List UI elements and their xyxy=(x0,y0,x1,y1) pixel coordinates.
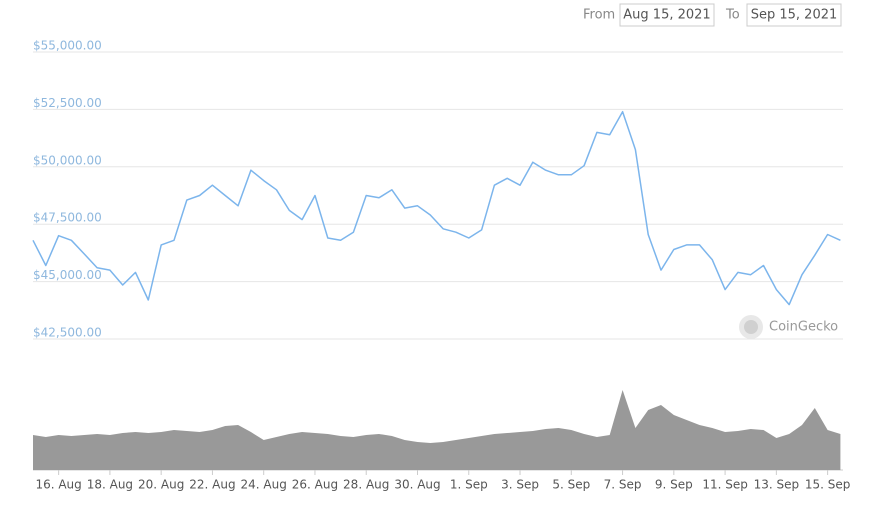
to-input[interactable] xyxy=(746,3,842,27)
x-tick-label: 11. Sep xyxy=(702,478,748,492)
y-tick-label: $50,000.00 xyxy=(33,153,102,167)
x-tick-label: 20. Aug xyxy=(138,478,184,492)
x-tick-label: 7. Sep xyxy=(604,478,642,492)
volume-area xyxy=(33,390,841,470)
x-tick-label: 9. Sep xyxy=(655,478,693,492)
to-value[interactable]: Sep 15, 2021 xyxy=(751,8,838,23)
x-tick-label: 1. Sep xyxy=(450,478,488,492)
price-line xyxy=(32,110,841,306)
from-label: From xyxy=(583,8,615,23)
y-tick-label: $47,500.00 xyxy=(33,211,102,225)
from-value[interactable]: Aug 15, 2021 xyxy=(623,8,710,23)
y-tick-label: $55,000.00 xyxy=(33,39,102,53)
x-tick-label: 18. Aug xyxy=(87,478,133,492)
y-tick-label: $52,500.00 xyxy=(33,96,102,110)
y-tick-label: $45,000.00 xyxy=(33,268,102,282)
to-label: To xyxy=(725,8,740,23)
x-tick-label: 28. Aug xyxy=(343,478,389,492)
x-tick-label: 22. Aug xyxy=(189,478,235,492)
watermark: CoinGecko xyxy=(769,320,838,335)
x-tick-label: 3. Sep xyxy=(501,478,539,492)
watermark-logo xyxy=(739,315,763,339)
x-tick-label: 5. Sep xyxy=(552,478,590,492)
x-tick-label: 16. Aug xyxy=(35,478,81,492)
x-tick-label: 24. Aug xyxy=(241,478,287,492)
x-tick-label: 26. Aug xyxy=(292,478,338,492)
y-tick-label: $42,500.00 xyxy=(33,326,102,340)
x-tick-label: 15. Sep xyxy=(805,478,851,492)
x-tick-label: 13. Sep xyxy=(754,478,800,492)
x-tick-label: 30. Aug xyxy=(394,478,440,492)
from-input[interactable] xyxy=(619,3,715,27)
